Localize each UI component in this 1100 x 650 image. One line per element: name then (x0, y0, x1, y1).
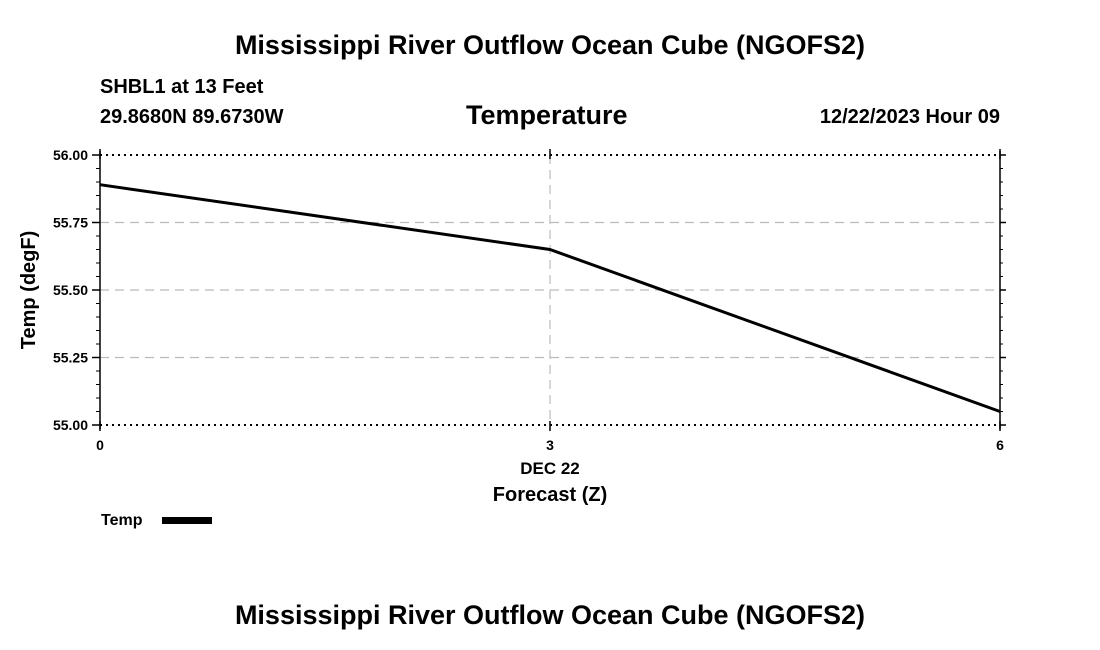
axis-labels: 55.00 55.25 55.50 55.75 56.00 0 3 6 DEC 22 Foreca… (18, 147, 1004, 506)
y-tick-label: 56.00 (53, 147, 88, 163)
panel-title: Temperature (466, 100, 628, 130)
y-axis-title: Temp (degF) (18, 231, 40, 350)
x-axis-title: Forecast (Z) (493, 484, 607, 506)
legend-swatch (162, 517, 212, 524)
grid-lines (100, 154, 1000, 426)
legend-label: Temp (101, 512, 143, 529)
y-tick-label: 55.00 (53, 417, 88, 433)
axis-ticks (92, 149, 1006, 431)
chart-legend: Temp (101, 512, 212, 529)
x-tick-label: 6 (996, 437, 1004, 453)
x-tick-label: 0 (96, 437, 104, 453)
y-tick-label: 55.50 (53, 282, 88, 298)
x-date-label: DEC 22 (520, 459, 580, 478)
data-series (99, 183, 1001, 413)
temp-series-line (99, 183, 1001, 413)
footer-title: Mississippi River Outflow Ocean Cube (NG… (234, 600, 866, 630)
chart-main-title: Mississippi River Outflow Ocean Cube (NG… (234, 30, 866, 60)
y-tick-label: 55.75 (53, 215, 88, 231)
station-coordinates: 29.8680N 89.6730W (100, 106, 284, 128)
x-tick-label: 3 (546, 437, 554, 453)
forecast-datetime: 12/22/2023 Hour 09 (819, 106, 1000, 128)
station-label: SHBL1 at 13 Feet (100, 76, 264, 98)
y-tick-label: 55.25 (53, 350, 88, 366)
